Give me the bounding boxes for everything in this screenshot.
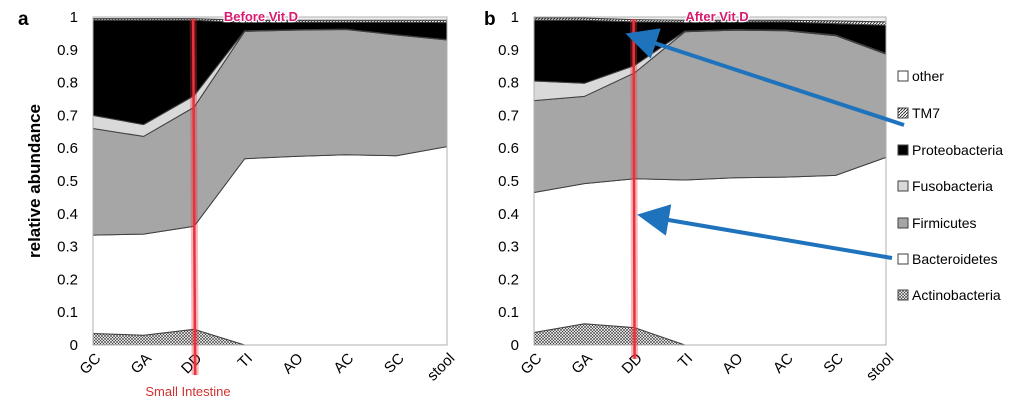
- crosshatch-square-icon: [897, 289, 909, 301]
- arrow-to-proteobacteria: [625, 28, 905, 127]
- small-intestine-label: Small Intestine: [145, 384, 230, 399]
- y-tick-label: 0.9: [57, 42, 78, 59]
- y-tick-label: 0.1: [498, 304, 519, 321]
- y-tick-label: 0: [511, 337, 519, 354]
- y-tick-label: 0.8: [57, 75, 78, 92]
- y-tick-label: 0.6: [498, 140, 519, 157]
- panel-label-b: b: [484, 9, 496, 30]
- legend-label: Bacteroidetes: [912, 251, 998, 267]
- x-tick-label: GC: [76, 350, 104, 378]
- legend-item-bacteroidetes: Bacteroidetes: [897, 251, 998, 267]
- legend-label: Fusobacteria: [912, 178, 993, 194]
- highlight-line-a: [189, 18, 199, 376]
- legend-label: Firmicutes: [912, 215, 977, 231]
- legend-label: Proteobacteria: [912, 142, 1003, 158]
- hatched-square-icon: [897, 107, 909, 119]
- stacked-areas-b: [533, 16, 887, 346]
- x-tick-label: SC: [381, 350, 408, 377]
- x-tick-label: stool: [424, 350, 458, 384]
- x-tick-label: TI: [675, 350, 696, 371]
- legend-item-actinobacteria: Actinobacteria: [897, 287, 1001, 303]
- x-tick-label: stool: [863, 350, 897, 384]
- y-tick-label: 0.8: [498, 75, 519, 92]
- highlight-line: [191, 18, 197, 376]
- chart-panel-a: a relative abundance 0 0.1 0.2 0.3 0.4 0.5 0.6…: [18, 8, 458, 399]
- y-tick-label: 0.9: [498, 42, 519, 59]
- x-tick-label: SC: [820, 350, 847, 377]
- x-tick-labels-b: GC GA DD TI AO AC SC stool: [517, 350, 897, 385]
- y-tick-label: 0.6: [57, 140, 78, 157]
- light-gray-square-icon: [897, 180, 909, 192]
- panel-title-b: After Vit D: [685, 9, 748, 24]
- gray-square-icon: [897, 217, 909, 229]
- y-tick-labels-b: 0 0.1 0.2 0.3 0.4 0.5 0.6 0.7 0.8 0.9 1: [498, 9, 519, 354]
- x-tick-label: AO: [719, 350, 746, 377]
- legend-item-fusobacteria: Fusobacteria: [897, 178, 993, 194]
- legend-item-tm7: TM7: [897, 105, 940, 121]
- y-tick-label: 0.1: [57, 304, 78, 321]
- x-tick-label: TI: [235, 350, 256, 371]
- chart-panel-b: b 00.10.20.30.40.50.60.70.80.91 GC GA DD TI…: [484, 8, 897, 385]
- panel-label-a: a: [18, 9, 29, 30]
- plot-frame-b: [533, 16, 887, 346]
- stacked-areas-a: [92, 16, 448, 346]
- y-axis-label: relative abundance: [25, 104, 44, 258]
- filled-square-icon: [897, 144, 909, 156]
- y-tick-label: 0.7: [498, 107, 519, 124]
- area-bacteroidetes-b: [533, 156, 887, 346]
- y-tick-label: 1: [70, 9, 78, 26]
- x-tick-label: AO: [279, 350, 306, 377]
- x-tick-label: AC: [330, 350, 357, 377]
- legend: other TM7 Proteobacteria Fusobacteria Firmic…: [897, 68, 1003, 303]
- highlight-line: [632, 18, 636, 360]
- y-tick-labels-a: 0 0.1 0.2 0.3 0.4 0.5 0.6 0.7 0.8 0.9 1: [57, 9, 78, 354]
- legend-item-proteobacteria: Proteobacteria: [897, 142, 1003, 158]
- y-tick-label: 0.4: [57, 206, 78, 223]
- legend-label: other: [912, 68, 944, 84]
- y-tick-label: 0.2: [498, 271, 519, 288]
- annotation-arrows: [625, 28, 905, 260]
- y-tick-label: 0.4: [498, 206, 519, 223]
- y-tick-label: 0.5: [498, 173, 519, 190]
- legend-item-other: other: [897, 68, 944, 84]
- x-tick-label: GC: [517, 350, 545, 378]
- y-tick-label: 0: [70, 337, 78, 354]
- plot-frame-a: [92, 16, 448, 346]
- y-tick-label: 0.7: [57, 107, 78, 124]
- highlight-line-b: [630, 18, 639, 360]
- x-tick-label: GA: [568, 350, 595, 377]
- panel-title-a: Before Vit D: [224, 9, 298, 24]
- legend-label: TM7: [912, 105, 940, 121]
- legend-label: Actinobacteria: [912, 287, 1001, 303]
- legend-item-firmicutes: Firmicutes: [897, 215, 977, 231]
- x-tick-label: GA: [128, 350, 155, 377]
- y-tick-label: 0.5: [57, 173, 78, 190]
- open-square-icon: [897, 70, 909, 82]
- x-tick-label: AC: [770, 350, 797, 377]
- arrow-to-bacteroidetes: [637, 204, 893, 260]
- open-square-icon: [897, 253, 909, 265]
- y-tick-label: 0.3: [498, 239, 519, 256]
- y-tick-label: 1: [511, 9, 519, 26]
- y-tick-label: 0.3: [57, 239, 78, 256]
- y-tick-label: 0.2: [57, 271, 78, 288]
